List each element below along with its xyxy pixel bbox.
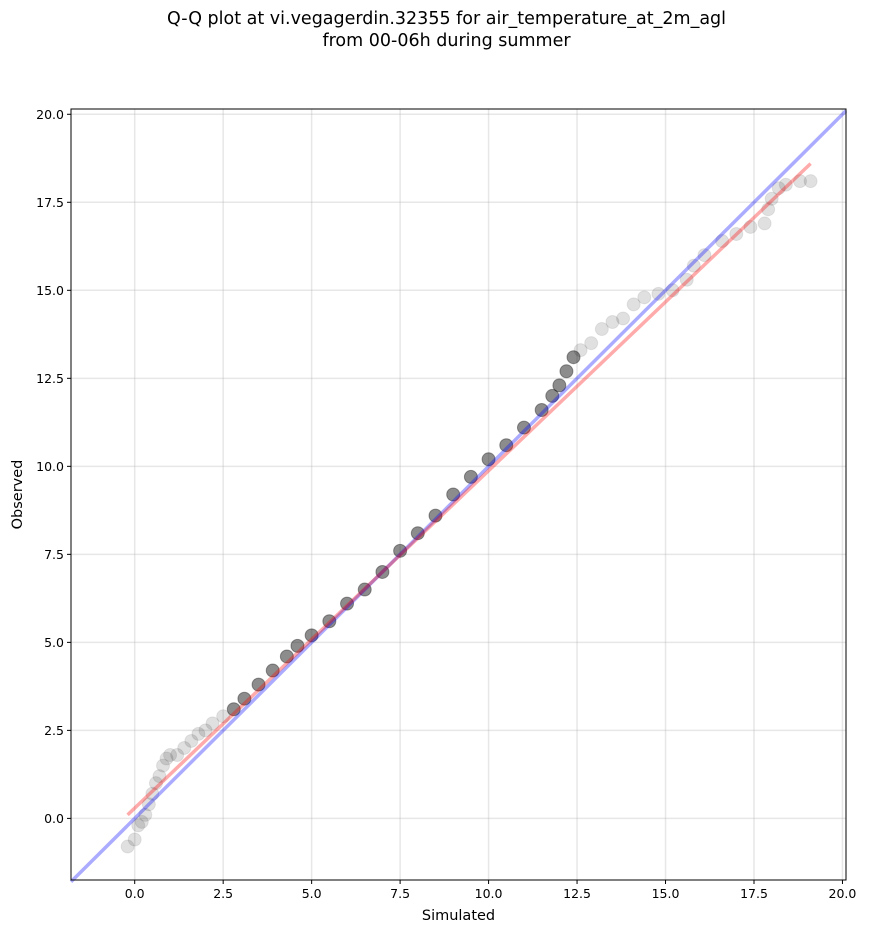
- chart-title-line-2: from 00-06h during summer: [322, 31, 571, 51]
- data-point: [340, 596, 355, 611]
- data-point: [679, 272, 694, 287]
- x-tick-label: 7.5: [390, 886, 410, 901]
- y-tick-label: 2.5: [44, 723, 64, 738]
- ticks-layer: 0.0 2.5 5.0 7.5 10.0 12.5 15.0 17.5 20.0 0.0 2.5 5.…: [36, 107, 856, 901]
- x-axis-label: Simulated: [422, 908, 495, 924]
- x-tick-label: 17.5: [740, 886, 768, 901]
- data-point: [177, 740, 192, 755]
- data-point: [141, 797, 156, 812]
- data-point: [237, 691, 252, 706]
- data-point: [778, 177, 793, 192]
- data-point: [499, 438, 514, 453]
- data-point: [152, 769, 167, 784]
- x-tick-label: 10.0: [475, 886, 503, 901]
- data-point: [566, 350, 581, 365]
- y-tick-label: 10.0: [36, 459, 64, 474]
- y-tick-label: 5.0: [44, 635, 64, 650]
- x-tick-label: 5.0: [302, 886, 322, 901]
- y-tick-label: 17.5: [36, 195, 64, 210]
- y-tick-label: 7.5: [44, 547, 64, 562]
- data-point: [637, 290, 652, 305]
- y-tick-label: 0.0: [44, 811, 64, 826]
- plot-frame: [70, 108, 847, 881]
- data-point: [322, 614, 337, 629]
- data-point: [159, 751, 174, 766]
- data-point: [290, 638, 305, 653]
- x-tick-label: 0.0: [125, 886, 145, 901]
- data-point: [792, 174, 807, 189]
- data-point: [410, 526, 425, 541]
- data-point: [393, 543, 408, 558]
- data-point: [265, 663, 280, 678]
- data-point: [697, 248, 712, 263]
- data-point: [761, 202, 776, 217]
- data-point: [559, 364, 574, 379]
- identity-line: [69, 109, 848, 884]
- data-point: [138, 807, 153, 822]
- data-point: [715, 234, 730, 249]
- data-point: [534, 403, 549, 418]
- data-point: [446, 487, 461, 502]
- points-layer: [120, 174, 818, 854]
- data-point: [584, 336, 599, 351]
- data-point: [605, 314, 620, 329]
- data-point: [170, 748, 185, 763]
- data-point: [616, 311, 631, 326]
- data-point: [251, 677, 266, 692]
- data-point: [127, 832, 142, 847]
- data-point: [148, 776, 163, 791]
- data-point: [120, 839, 135, 854]
- data-point: [686, 258, 701, 273]
- data-point: [481, 452, 496, 467]
- data-point: [191, 726, 206, 741]
- data-point: [594, 322, 609, 337]
- y-tick-label: 20.0: [36, 107, 64, 122]
- data-point: [729, 226, 744, 241]
- x-tick-label: 20.0: [829, 886, 857, 901]
- data-point: [552, 378, 567, 393]
- y-tick-label: 12.5: [36, 371, 64, 386]
- data-point: [145, 786, 160, 801]
- fit-line: [126, 162, 812, 817]
- y-axis-label: Observed: [10, 460, 26, 530]
- grid-layer: [71, 109, 846, 880]
- data-point: [743, 219, 758, 234]
- data-point: [516, 420, 531, 435]
- data-point: [184, 733, 199, 748]
- data-point: [205, 716, 220, 731]
- data-point: [651, 286, 666, 301]
- data-point: [279, 649, 294, 664]
- lines-layer: [69, 109, 848, 884]
- data-point: [357, 582, 372, 597]
- data-point: [757, 216, 772, 231]
- data-point: [216, 709, 231, 724]
- data-point: [163, 748, 178, 763]
- x-tick-label: 12.5: [563, 886, 591, 901]
- data-point: [131, 818, 146, 833]
- data-point: [803, 174, 818, 189]
- data-point: [771, 181, 786, 196]
- data-point: [764, 191, 779, 206]
- data-point: [304, 628, 319, 643]
- data-point: [134, 814, 149, 829]
- data-point: [156, 758, 171, 773]
- data-point: [573, 343, 588, 358]
- data-point: [198, 723, 213, 738]
- y-tick-label: 15.0: [36, 283, 64, 298]
- data-point: [375, 564, 390, 579]
- x-tick-label: 15.0: [652, 886, 680, 901]
- data-point: [626, 297, 641, 312]
- chart-title: Q-Q plot at vi.vegagerdin.32355 for air_…: [0, 8, 869, 52]
- data-point: [463, 469, 478, 484]
- data-point: [428, 508, 443, 523]
- chart-title-line-1: Q-Q plot at vi.vegagerdin.32355 for air_…: [166, 9, 727, 29]
- data-point: [545, 388, 560, 403]
- data-point: [226, 702, 241, 717]
- x-tick-label: 2.5: [213, 886, 233, 901]
- data-point: [665, 283, 680, 298]
